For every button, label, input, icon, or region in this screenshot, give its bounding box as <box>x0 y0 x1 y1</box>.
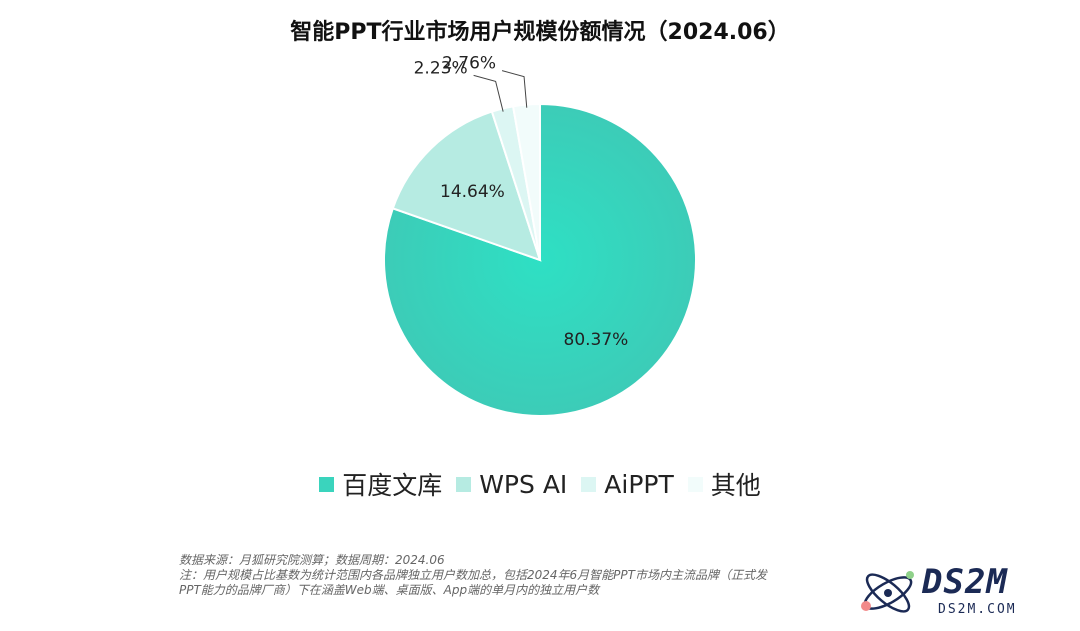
slice-label-aippt: 2.23% <box>414 58 468 78</box>
chart-title: 智能PPT行业市场用户规模份额情况（2024.06） <box>290 20 790 45</box>
watermark-logo-text: DS2M <box>922 562 1008 602</box>
legend-item-wps-ai: WPS AI <box>456 470 567 499</box>
legend-label: WPS AI <box>479 469 568 499</box>
legend-item-other: 其他 <box>687 466 761 502</box>
legend-item-aippt: AiPPT <box>581 469 674 499</box>
legend-label: 其他 <box>710 471 761 500</box>
source-notes: 数据来源：月狐研究院测算；数据周期：2024.06 注：用户规模占比基数为统计范… <box>179 553 859 598</box>
slice-label-other: 2.76% <box>442 54 496 74</box>
note-definition: 注：用户规模占比基数为统计范围内各品牌独立用户数加总，包括2024年6月智能PP… <box>179 568 767 582</box>
pie-slice-baidu-wenku <box>383 102 697 417</box>
legend-swatch <box>456 476 472 492</box>
atom-logo-icon <box>861 571 914 613</box>
leader-line-aippt <box>473 74 504 112</box>
legend-swatch <box>687 476 703 492</box>
slice-label-wps-ai: 14.64% <box>440 182 505 202</box>
slice-label-baidu-wenku: 80.37% <box>564 330 629 350</box>
pie-chart: 80.37% 14.64% 2.23%2.76% <box>383 54 697 417</box>
note-source: 数据来源：月狐研究院测算；数据周期：2024.06 <box>179 553 445 567</box>
watermark-url: DS2M.COM <box>938 602 1017 617</box>
legend-item-baidu-wenku: 百度文库 <box>319 466 442 502</box>
watermark: DS2M DS2M.COM <box>858 562 1068 622</box>
legend-swatch <box>319 476 335 492</box>
note-definition-cont: PPT能力的品牌厂商）下在涵盖Web端、桌面版、App端的单月内的独立用户数 <box>179 583 600 597</box>
legend-swatch <box>581 476 597 492</box>
legend-label: 百度文库 <box>342 471 443 500</box>
legend: 百度文库 WPS AI AiPPT 其他 <box>0 466 1080 502</box>
legend-label: AiPPT <box>604 469 674 499</box>
leader-line-other <box>501 70 528 108</box>
